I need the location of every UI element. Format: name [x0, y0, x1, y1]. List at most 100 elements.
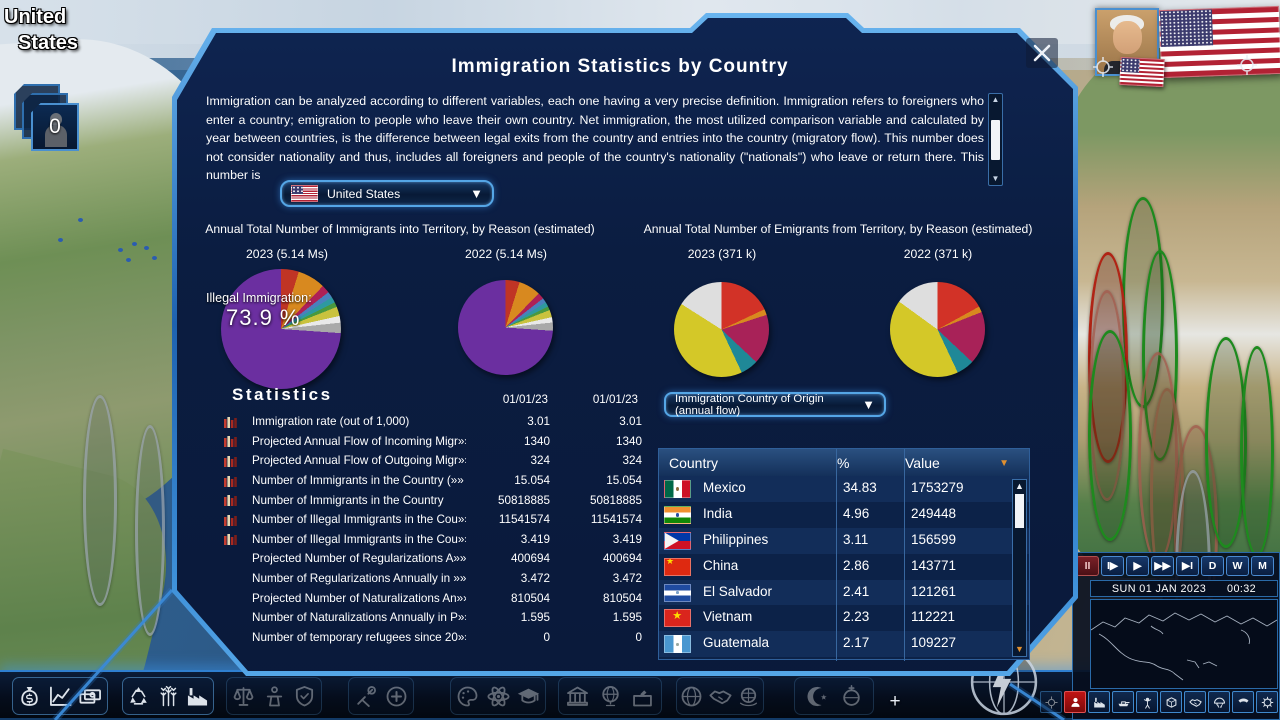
stat-row[interactable]: Number of Illegal Immigrants in the Cou»…: [224, 530, 642, 550]
time-button-I▶[interactable]: I▶: [1101, 556, 1124, 576]
stat-row[interactable]: Projected Number of Naturalizations An»»…: [224, 588, 642, 608]
trade-box-icon[interactable]: [1164, 695, 1179, 710]
country-row[interactable]: Vietnam 2.23 112221: [659, 605, 1029, 631]
globe-icon[interactable]: [678, 683, 705, 710]
stat-row[interactable]: Number of Immigrants in the Country (»» 1…: [224, 471, 642, 491]
filter-button-population[interactable]: [1064, 691, 1086, 713]
country-row[interactable]: China 2.86 143771: [659, 554, 1029, 580]
close-button[interactable]: [1026, 38, 1058, 68]
scroll-thumb[interactable]: [991, 119, 1000, 160]
scroll-down-icon[interactable]: ▼: [991, 174, 1000, 183]
bar-chart-icon[interactable]: [224, 494, 244, 507]
worship-globe-icon[interactable]: [838, 683, 865, 710]
bar-chart-icon[interactable]: [224, 416, 244, 428]
filter-button-gear-globe[interactable]: [1256, 691, 1278, 713]
factory-icon[interactable]: [1092, 695, 1107, 710]
column-header-country[interactable]: Country: [669, 454, 719, 471]
stat-row[interactable]: Number of Naturalizations Annually in P»…: [224, 608, 642, 628]
atom-icon[interactable]: [485, 683, 512, 710]
country-dropdown[interactable]: United States ▼: [280, 180, 494, 207]
country-row[interactable]: El Salvador 2.41 121261: [659, 579, 1029, 606]
health-cross-icon[interactable]: [383, 683, 410, 710]
table-scrollbar[interactable]: ▲ ▼: [1012, 479, 1027, 657]
stat-row[interactable]: Projected Annual Flow of Incoming Migr»»…: [224, 432, 642, 452]
stat-row[interactable]: Number of Regularizations Annually in »»…: [224, 569, 642, 589]
scroll-thumb[interactable]: [1015, 494, 1024, 528]
podium-icon[interactable]: [261, 683, 288, 710]
origin-dropdown[interactable]: Immigration Country of Origin (annual fl…: [664, 392, 886, 417]
filter-button-dome[interactable]: [1208, 691, 1230, 713]
scroll-up-icon[interactable]: ▲: [991, 95, 1000, 104]
country-row[interactable]: Guatemala 2.17 109227: [659, 631, 1029, 658]
stat-row[interactable]: Projected Annual Flow of Outgoing Migr»»…: [224, 451, 642, 471]
bar-chart-icon[interactable]: [224, 435, 244, 448]
protest-icon[interactable]: [1140, 695, 1155, 710]
phone-icon[interactable]: [1236, 695, 1251, 710]
banknotes-icon[interactable]: [77, 683, 104, 710]
scales-icon[interactable]: [230, 683, 257, 710]
bar-chart-icon[interactable]: [224, 514, 244, 526]
us-flag-small[interactable]: [1119, 56, 1165, 88]
filter-button-handshake[interactable]: [1184, 691, 1206, 713]
filter-button-phone[interactable]: [1232, 691, 1254, 713]
time-button-▶I[interactable]: ▶I: [1176, 556, 1199, 576]
filter-button-tank[interactable]: [1112, 691, 1134, 713]
time-button-▶[interactable]: ▶: [1126, 556, 1149, 576]
column-header-pct[interactable]: %: [837, 454, 850, 471]
stat-row[interactable]: Number of temporary refugees since 20»» 0…: [224, 628, 642, 648]
stat-row[interactable]: Projected Number of Regularizations A»» 4…: [224, 549, 642, 569]
scroll-down-icon[interactable]: ▼: [1015, 644, 1024, 654]
time-button-II[interactable]: II: [1076, 556, 1099, 576]
minimap[interactable]: [1090, 599, 1278, 689]
time-button-W[interactable]: W: [1226, 556, 1249, 576]
country-banner-flag[interactable]: [1158, 5, 1280, 79]
time-button-▶▶[interactable]: ▶▶: [1151, 556, 1174, 576]
crescent-icon[interactable]: [803, 683, 830, 710]
graduation-cap-icon[interactable]: [515, 683, 542, 710]
ballot-box-icon[interactable]: [629, 683, 656, 710]
line-chart-icon[interactable]: [47, 683, 74, 710]
city-status-marker[interactable]: [83, 395, 117, 606]
stat-row[interactable]: Immigration rate (out of 1,000) 3.01 3.01: [224, 412, 642, 432]
dome-icon[interactable]: [1212, 695, 1227, 710]
bar-chart-icon[interactable]: [224, 475, 244, 487]
column-header-value[interactable]: Value: [905, 454, 940, 471]
scroll-up-icon[interactable]: ▲: [1015, 481, 1024, 491]
time-button-M[interactable]: M: [1251, 556, 1274, 576]
shield-icon[interactable]: [291, 683, 318, 710]
gear-globe-icon[interactable]: [1260, 695, 1275, 710]
city-status-marker[interactable]: [135, 425, 165, 636]
un-emblem-icon[interactable]: [735, 683, 762, 710]
zoom-plus-button[interactable]: +: [889, 691, 901, 712]
handshake-icon[interactable]: [707, 683, 734, 710]
recycle-icon[interactable]: [125, 683, 152, 710]
stat-row[interactable]: Number of Illegal Immigrants in the Cou»…: [224, 510, 642, 530]
stat-row[interactable]: Number of Immigrants in the Country 50818…: [224, 490, 642, 510]
country-row[interactable]: Mexico 34.83 1753279: [659, 476, 1029, 502]
population-icon[interactable]: [1068, 695, 1083, 710]
money-bag-icon[interactable]: [16, 683, 43, 710]
filter-button-factory[interactable]: [1088, 691, 1110, 713]
crosshair-icon[interactable]: [1044, 695, 1059, 710]
time-button-D[interactable]: D: [1201, 556, 1224, 576]
handshake-icon[interactable]: [1188, 695, 1203, 710]
country-row[interactable]: Philippines 3.11 156599: [659, 527, 1029, 554]
tools-icon[interactable]: [352, 683, 379, 710]
sort-indicator-icon[interactable]: ▼: [999, 458, 1009, 469]
bar-chart-icon[interactable]: [224, 455, 244, 467]
filter-button-protest[interactable]: [1136, 691, 1158, 713]
filter-button-trade-box[interactable]: [1160, 691, 1182, 713]
city-status-marker[interactable]: [1240, 346, 1274, 557]
country-row[interactable]: India 4.96 249448: [659, 502, 1029, 528]
wheat-icon[interactable]: [155, 683, 182, 710]
tank-icon[interactable]: [1116, 695, 1131, 710]
city-status-marker[interactable]: [1088, 330, 1132, 541]
bank-icon[interactable]: [564, 683, 591, 710]
description-scrollbar[interactable]: ▲ ▼: [988, 93, 1003, 186]
bar-chart-icon[interactable]: [224, 533, 244, 546]
notification-counter-badge[interactable]: 0: [14, 84, 82, 162]
palette-icon[interactable]: [454, 683, 481, 710]
filter-button-crosshair[interactable]: [1040, 691, 1062, 713]
globe-stand-icon[interactable]: [597, 683, 624, 710]
factory-icon[interactable]: [184, 683, 211, 710]
